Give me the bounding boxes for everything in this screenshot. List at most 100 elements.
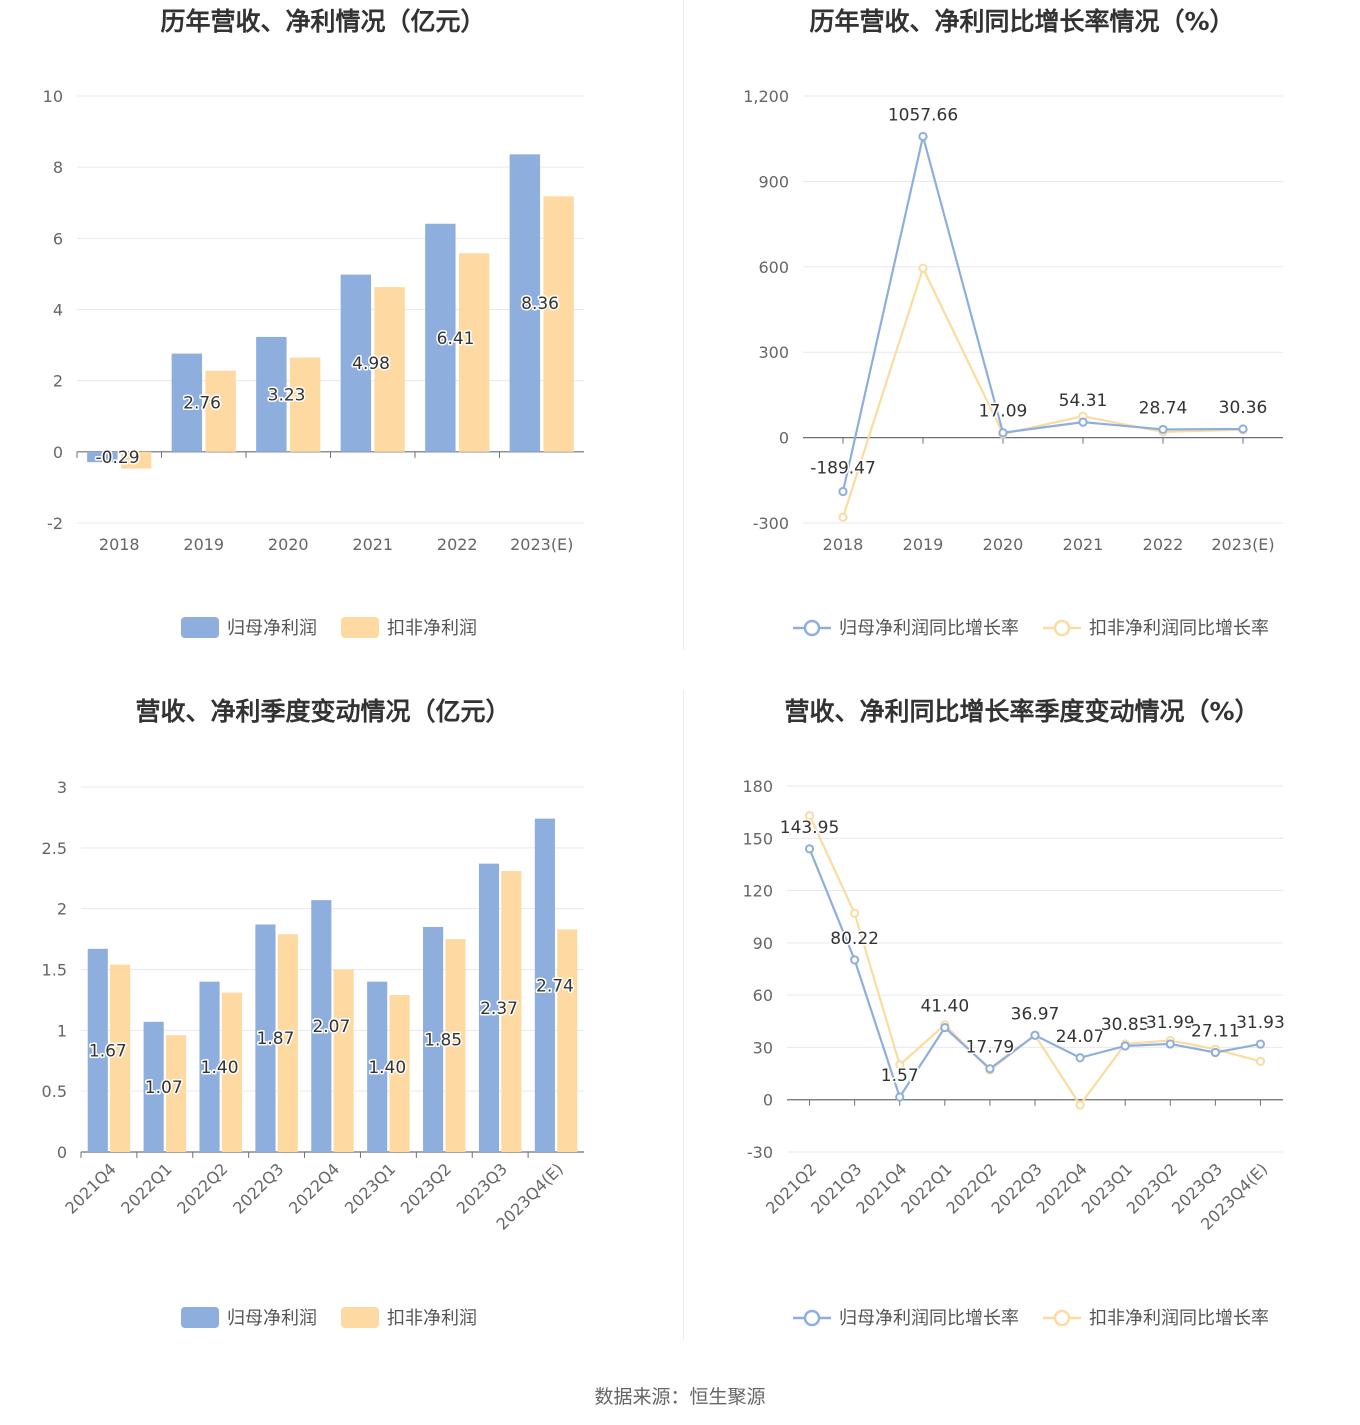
bar [374, 287, 405, 452]
data-point [998, 428, 1008, 438]
data-point [1238, 424, 1248, 434]
x-tick-label: 2022Q2 [173, 1159, 231, 1217]
y-tick-label: 1 [57, 1021, 67, 1040]
legend-swatch [181, 1307, 219, 1328]
data-label: 41.40 [920, 997, 969, 1017]
x-tick-label: 2018 [823, 535, 864, 554]
y-tick-label: 2.5 [42, 839, 67, 858]
data-label: 143.95 [780, 818, 839, 838]
data-label: 17.09 [979, 402, 1028, 422]
data-label: 2.74 [536, 976, 574, 996]
y-tick-label: 90 [753, 934, 773, 953]
bar [120, 451, 152, 469]
y-tick-label: 3 [57, 778, 67, 797]
chart-title: 营收、净利同比增长率季度变动情况（%） [784, 697, 1259, 726]
x-tick-label: 2019 [903, 535, 944, 554]
data-label: 8.36 [521, 294, 559, 314]
bar [509, 154, 541, 452]
data-label: 27.11 [1191, 1021, 1240, 1041]
chart-annual-profit: 历年营收、净利情况（亿元） -2 0 2 4 6 8 10 2018 2019 2020 2021 20… [0, 0, 680, 660]
y-tick-label: -300 [753, 514, 789, 533]
data-point [1255, 1056, 1266, 1066]
y-tick-label: 1,200 [743, 87, 789, 106]
data-label: 36.97 [1011, 1004, 1060, 1024]
bar [534, 818, 555, 1152]
x-tick-label: 2021 [1063, 535, 1104, 554]
y-tick-label: 300 [758, 343, 789, 362]
data-point [895, 1060, 905, 1070]
chart-quarterly-profit-svg: 营收、净利季度变动情况（亿元） 0 0.5 1 1.5 2 2.5 3 2021Q42022Q1… [42, 697, 584, 1329]
chart-title: 营收、净利季度变动情况（亿元） [135, 697, 510, 726]
data-label: -0.29 [96, 448, 140, 468]
data-label: 31.93 [1236, 1013, 1285, 1033]
bar [110, 964, 131, 1152]
bar [425, 223, 456, 452]
legend-swatch [341, 1307, 379, 1328]
data-point [1165, 1039, 1175, 1049]
chart-annual-growth: 历年营收、净利同比增长率情况（%） -300 0 300 600 900 1,200 2018… [684, 0, 1360, 660]
y-tick-label: 60 [753, 986, 773, 1005]
x-tick-label: 2022 [437, 535, 478, 554]
bar [171, 353, 203, 452]
bar [165, 1035, 187, 1152]
data-point [940, 1022, 950, 1033]
y-tick-label: 8 [53, 158, 63, 177]
data-label: 30.36 [1219, 398, 1268, 418]
y-tick-label: 120 [742, 882, 773, 901]
data-point [1120, 1041, 1130, 1051]
y-tick-label: 30 [753, 1038, 773, 1057]
data-label: -189.47 [810, 459, 876, 479]
bar [255, 924, 276, 1152]
panel-divider-bottom [683, 690, 684, 1340]
y-tick-label: 2 [57, 900, 67, 919]
data-label: 24.07 [1056, 1027, 1105, 1047]
bar [458, 253, 490, 452]
x-tick-label: 2022Q4 [285, 1159, 343, 1217]
data-point [1158, 424, 1168, 435]
x-tick-label: 2020 [268, 535, 309, 554]
bar [277, 934, 298, 1152]
data-point [850, 908, 860, 918]
x-tick-label: 2022Q3 [229, 1159, 287, 1217]
data-point [918, 263, 928, 273]
chart-title: 历年营收、净利情况（亿元） [160, 7, 485, 36]
y-tick-label: 6 [53, 229, 63, 248]
data-label: 54.31 [1059, 391, 1108, 411]
bar [445, 939, 466, 1152]
data-point [1030, 1030, 1040, 1040]
data-point [838, 512, 848, 522]
y-tick-label: 10 [43, 87, 63, 106]
chart-title: 历年营收、净利同比增长率情况（%） [809, 7, 1234, 36]
data-label: 3.23 [268, 385, 306, 405]
data-point [1075, 1053, 1085, 1063]
data-point [895, 1092, 905, 1102]
x-tick-label: 2018 [99, 535, 140, 554]
data-label: 6.41 [437, 329, 475, 349]
legend-swatch [181, 617, 219, 638]
chart-annual-profit-svg: 历年营收、净利情况（亿元） -2 0 2 4 6 8 10 2018 2019 2020 2021 20… [43, 7, 584, 639]
legend-swatch-marker [803, 1309, 821, 1327]
series-line [841, 136, 1244, 492]
y-tick-label: 600 [758, 258, 789, 277]
x-tick-label: 2023Q3 [453, 1159, 511, 1217]
chart-quarterly-growth: 营收、净利同比增长率季度变动情况（%） -30 0 30 60 90 120 150 180 20… [684, 690, 1360, 1350]
legend-label: 归母净利润 [227, 618, 317, 639]
data-label: 1.85 [424, 1030, 462, 1050]
x-tick-label: 2020 [983, 535, 1024, 554]
data-point [838, 486, 848, 497]
legend-label: 扣非净利润 [387, 1308, 477, 1329]
legend-label: 扣非净利润 [387, 618, 477, 639]
data-label: 17.79 [966, 1038, 1015, 1058]
legend-swatch-marker [803, 619, 821, 637]
bar [87, 948, 108, 1152]
bar [389, 995, 410, 1152]
legend-label: 归母净利润同比增长率 [839, 1308, 1019, 1329]
data-point [1210, 1047, 1220, 1058]
bar [199, 981, 220, 1152]
bar [311, 900, 332, 1152]
bar [501, 870, 522, 1152]
y-tick-label: 0 [779, 429, 789, 448]
y-tick-label: 0 [763, 1091, 773, 1110]
chart-quarterly-growth-svg: 营收、净利同比增长率季度变动情况（%）-30030609012015018020… [742, 697, 1286, 1329]
data-label: 2.76 [183, 394, 221, 414]
